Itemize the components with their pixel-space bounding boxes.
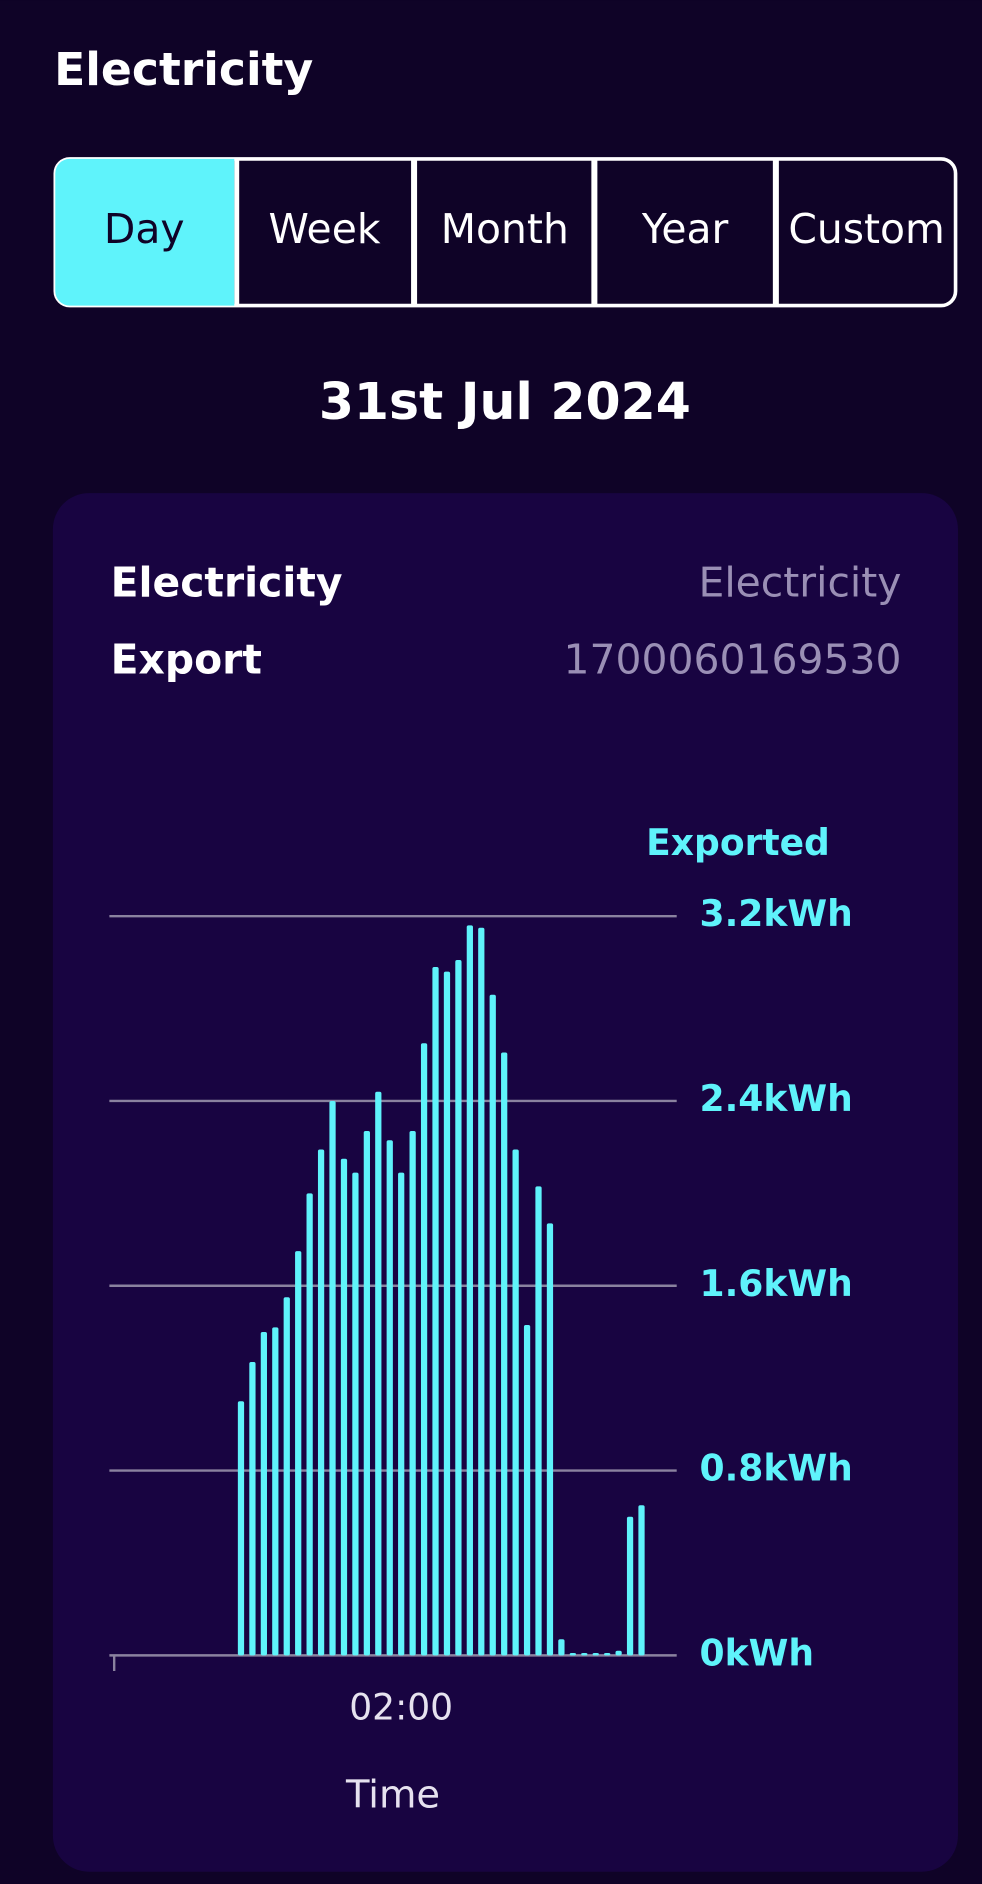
tab-selected-bg <box>55 158 235 306</box>
y-tick-label: 3.2kWh <box>700 893 853 935</box>
tab-divider <box>591 158 598 306</box>
bar <box>638 1505 645 1656</box>
date-label: 31st Jul 2024 <box>319 372 691 431</box>
bar <box>295 1251 302 1656</box>
y-tick-label: 0kWh <box>700 1632 814 1674</box>
bar <box>306 1193 313 1656</box>
page-title: Electricity <box>54 43 313 96</box>
bar <box>237 1401 245 1656</box>
bar <box>626 1516 634 1656</box>
x-tick-label: 02:00 <box>349 1686 453 1728</box>
bar <box>523 1325 531 1656</box>
bar <box>546 1223 554 1656</box>
bar <box>386 1140 393 1656</box>
bar <box>272 1327 279 1656</box>
bar <box>489 994 496 1656</box>
y-axis-title: Exported <box>646 822 830 864</box>
bar <box>363 1130 370 1656</box>
card-title: Export <box>111 636 262 684</box>
bar <box>283 1297 290 1656</box>
tab[interactable]: Year <box>641 205 729 253</box>
bar <box>260 1331 267 1656</box>
bar <box>569 1653 576 1656</box>
bar <box>604 1653 611 1656</box>
tab[interactable]: Custom <box>788 205 945 253</box>
y-tick-label: 1.6kWh <box>700 1263 853 1305</box>
y-tick-label: 0.8kWh <box>700 1448 853 1490</box>
tab-bar: Day Week Month Year Custom <box>53 157 958 308</box>
bar <box>592 1653 599 1656</box>
tab[interactable]: Day <box>104 205 185 253</box>
bar <box>512 1149 519 1656</box>
bar <box>375 1091 382 1656</box>
bar <box>581 1653 588 1656</box>
tab-divider <box>411 158 418 306</box>
bar <box>558 1639 565 1656</box>
bar <box>329 1100 336 1656</box>
bar <box>615 1650 622 1656</box>
bar <box>443 971 451 1656</box>
bar <box>398 1172 405 1656</box>
chart: Exported Time 0kWh 0.8kWh 1.6kWh 2.4kWh 3.2k… <box>109 822 853 1818</box>
meter-label: 1700060169530 <box>564 636 902 684</box>
bar <box>501 1052 508 1656</box>
y-tick-label: 2.4kWh <box>700 1078 853 1120</box>
bar <box>466 925 473 1656</box>
bar <box>409 1130 416 1656</box>
bar <box>478 927 485 1656</box>
bar <box>317 1149 325 1656</box>
x-axis-title: Time <box>345 1773 440 1818</box>
tab[interactable]: Month <box>441 205 569 253</box>
bar <box>420 1043 428 1656</box>
tab[interactable]: Week <box>269 205 381 253</box>
bar <box>432 966 439 1656</box>
bar <box>455 960 462 1656</box>
tab-divider <box>772 158 779 306</box>
card-title: Electricity <box>111 559 343 607</box>
bar <box>340 1158 348 1656</box>
bar <box>352 1172 359 1656</box>
bar <box>249 1361 256 1656</box>
bar <box>535 1186 542 1656</box>
meter-label: Electricity <box>699 559 902 607</box>
tab-divider <box>234 158 240 306</box>
